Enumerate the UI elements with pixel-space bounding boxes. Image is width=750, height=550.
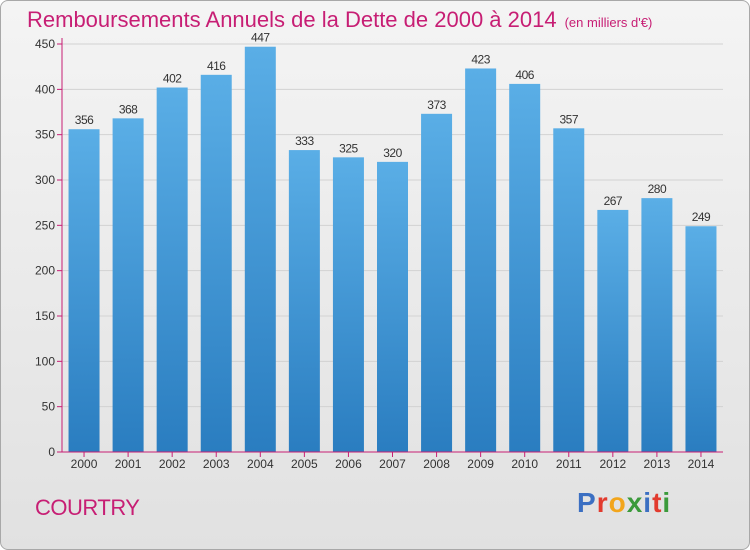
bar-2003	[200, 74, 232, 453]
proxiti-logo: Proxiti	[577, 487, 671, 519]
x-tick-label: 2008	[423, 457, 450, 471]
data-label: 333	[295, 134, 314, 148]
bar-2005	[288, 150, 320, 452]
town-name: COURTRY	[35, 495, 140, 520]
x-tick-label: 2002	[159, 457, 186, 471]
y-tick-label: 100	[35, 354, 55, 368]
axes	[57, 38, 723, 457]
chart-title: Remboursements Annuels de la Dette de 20…	[27, 7, 652, 33]
y-tick-label: 450	[35, 37, 55, 51]
bar-2000	[68, 129, 100, 452]
logo-letter: t	[652, 487, 663, 518]
logo-letter: o	[608, 487, 627, 518]
logo-letter: P	[577, 487, 597, 518]
x-tick-label: 2007	[379, 457, 406, 471]
data-label: 320	[383, 146, 402, 160]
y-tick-label: 300	[35, 173, 55, 187]
data-label: 357	[560, 112, 579, 126]
x-tick-label: 2004	[247, 457, 274, 471]
bar-2013	[641, 198, 673, 452]
bar-2012	[597, 209, 629, 452]
bar-2011	[553, 128, 585, 452]
y-tick-label: 50	[42, 400, 56, 414]
bar-2010	[509, 83, 541, 452]
bar-2004	[244, 46, 276, 452]
y-tick-label: 400	[35, 82, 55, 96]
data-label: 402	[163, 72, 182, 86]
y-tick-label: 150	[35, 309, 55, 323]
y-tick-label: 250	[35, 218, 55, 232]
logo-letter: r	[596, 487, 609, 518]
x-tick-label: 2001	[115, 457, 142, 471]
x-tick-label: 2010	[511, 457, 538, 471]
bar-2014	[685, 226, 717, 452]
y-tick-label: 200	[35, 264, 55, 278]
data-label: 406	[515, 68, 534, 82]
x-tick-label: 2009	[467, 457, 494, 471]
data-label: 423	[471, 52, 490, 66]
bar-2006	[332, 157, 364, 453]
x-tick-label: 2003	[203, 457, 230, 471]
labels: 0 50 100 150 200 250 300 350 400 450 356 2000 368 200…	[35, 31, 715, 471]
bars	[68, 46, 717, 453]
bar-2002	[156, 87, 188, 453]
data-label: 416	[207, 59, 226, 73]
data-label: 368	[119, 102, 138, 116]
logo-letter: i	[643, 487, 653, 518]
chart-subtitle: (en milliers d'€)	[564, 15, 653, 30]
y-tick-label: 350	[35, 128, 55, 142]
y-tick-label: 0	[48, 445, 55, 459]
x-tick-label: 2011	[556, 457, 582, 471]
data-label: 267	[604, 194, 623, 208]
x-tick-label: 2005	[291, 457, 318, 471]
data-label: 373	[427, 98, 446, 112]
x-tick-label: 2012	[599, 457, 626, 471]
logo-letter: x	[626, 487, 644, 518]
bar-2008	[421, 113, 453, 453]
x-tick-label: 2014	[688, 457, 715, 471]
bar-2009	[465, 68, 497, 452]
data-label: 356	[75, 113, 94, 127]
bar-2001	[112, 118, 144, 452]
chart-title-text: Remboursements Annuels de la Dette de 20…	[27, 7, 557, 32]
data-label: 447	[251, 31, 270, 45]
logo-letter: i	[662, 487, 672, 518]
x-tick-label: 2000	[71, 457, 98, 471]
data-label: 325	[339, 141, 358, 155]
data-label: 280	[648, 182, 667, 196]
x-tick-label: 2006	[335, 457, 362, 471]
data-label: 249	[692, 210, 711, 224]
bar-2007	[377, 161, 408, 452]
x-tick-label: 2013	[644, 457, 671, 471]
